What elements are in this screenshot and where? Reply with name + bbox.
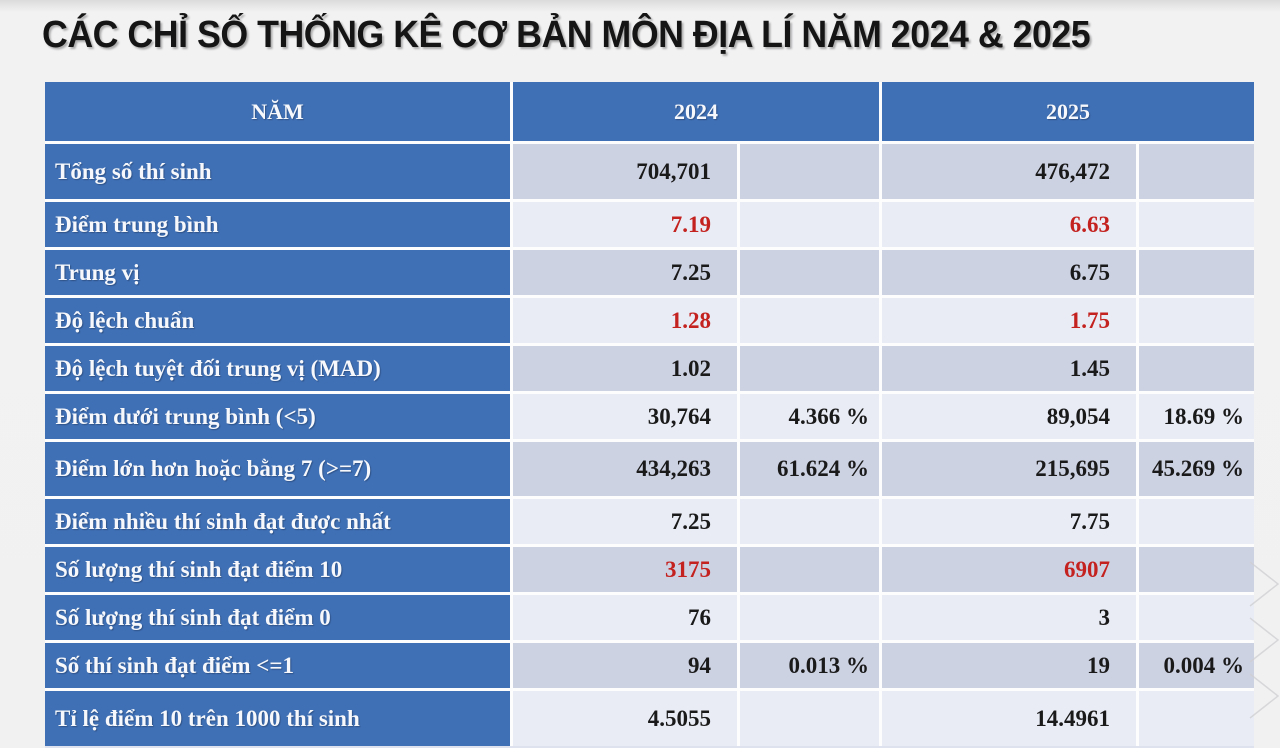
value-2024: 94	[513, 643, 737, 688]
pct-2024: 4.366 %	[740, 394, 879, 439]
value-2025: 14.4961	[882, 691, 1136, 746]
page-title: CÁC CHỈ SỐ THỐNG KÊ CƠ BẢN MÔN ĐỊA LÍ NĂ…	[42, 14, 1091, 56]
row-label: Độ lệch chuẩn	[45, 298, 510, 343]
value-2025: 1.45	[882, 346, 1136, 391]
pct-2024	[740, 250, 879, 295]
header-nam: NĂM	[45, 82, 510, 141]
pct-2024	[740, 298, 879, 343]
value-2024: 76	[513, 595, 737, 640]
row-label: Tổng số thí sinh	[45, 144, 510, 199]
pct-2025	[1139, 499, 1254, 544]
value-2024: 7.25	[513, 250, 737, 295]
value-2025: 476,472	[882, 144, 1136, 199]
pct-2025	[1139, 202, 1254, 247]
value-2024: 704,701	[513, 144, 737, 199]
value-2025: 6.75	[882, 250, 1136, 295]
header-2025: 2025	[882, 82, 1254, 141]
value-2024: 1.28	[513, 298, 737, 343]
pct-2025: 45.269 %	[1139, 442, 1254, 496]
pct-2025: 18.69 %	[1139, 394, 1254, 439]
row-label: Số lượng thí sinh đạt điểm 10	[45, 547, 510, 592]
row-label: Độ lệch tuyệt đối trung vị (MAD)	[45, 346, 510, 391]
value-2025: 3	[882, 595, 1136, 640]
row-label: Số thí sinh đạt điểm <=1	[45, 643, 510, 688]
value-2024: 7.19	[513, 202, 737, 247]
value-2025: 7.75	[882, 499, 1136, 544]
pct-2025	[1139, 250, 1254, 295]
pct-2024	[740, 202, 879, 247]
row-label: Điểm nhiều thí sinh đạt được nhất	[45, 499, 510, 544]
pct-2024	[740, 144, 879, 199]
value-2024: 3175	[513, 547, 737, 592]
pct-2024: 61.624 %	[740, 442, 879, 496]
value-2025: 6.63	[882, 202, 1136, 247]
pct-2025	[1139, 346, 1254, 391]
value-2025: 19	[882, 643, 1136, 688]
pct-2025	[1139, 298, 1254, 343]
value-2024: 7.25	[513, 499, 737, 544]
pct-2025	[1139, 547, 1254, 592]
pct-2024: 0.013 %	[740, 643, 879, 688]
pct-2024	[740, 499, 879, 544]
value-2025: 6907	[882, 547, 1136, 592]
value-2024: 434,263	[513, 442, 737, 496]
row-label: Điểm lớn hơn hoặc bằng 7 (>=7)	[45, 442, 510, 496]
value-2024: 30,764	[513, 394, 737, 439]
row-label: Số lượng thí sinh đạt điểm 0	[45, 595, 510, 640]
pct-2025	[1139, 144, 1254, 199]
row-label: Điểm trung bình	[45, 202, 510, 247]
value-2025: 215,695	[882, 442, 1136, 496]
stats-table: NĂM 2024 2025 Tổng số thí sinh 704,701 4…	[45, 82, 1254, 746]
pct-2025	[1139, 595, 1254, 640]
pct-2024	[740, 595, 879, 640]
row-label: Tỉ lệ điểm 10 trên 1000 thí sinh	[45, 691, 510, 746]
value-2025: 1.75	[882, 298, 1136, 343]
row-label: Điểm dưới trung bình (<5)	[45, 394, 510, 439]
cutoff-row-sliver	[45, 746, 1254, 748]
pct-2024	[740, 691, 879, 746]
value-2025: 89,054	[882, 394, 1136, 439]
pct-2025: 0.004 %	[1139, 643, 1254, 688]
value-2024: 4.5055	[513, 691, 737, 746]
pct-2024	[740, 547, 879, 592]
pct-2024	[740, 346, 879, 391]
pct-2025	[1139, 691, 1254, 746]
row-label: Trung vị	[45, 250, 510, 295]
header-2024: 2024	[513, 82, 879, 141]
value-2024: 1.02	[513, 346, 737, 391]
